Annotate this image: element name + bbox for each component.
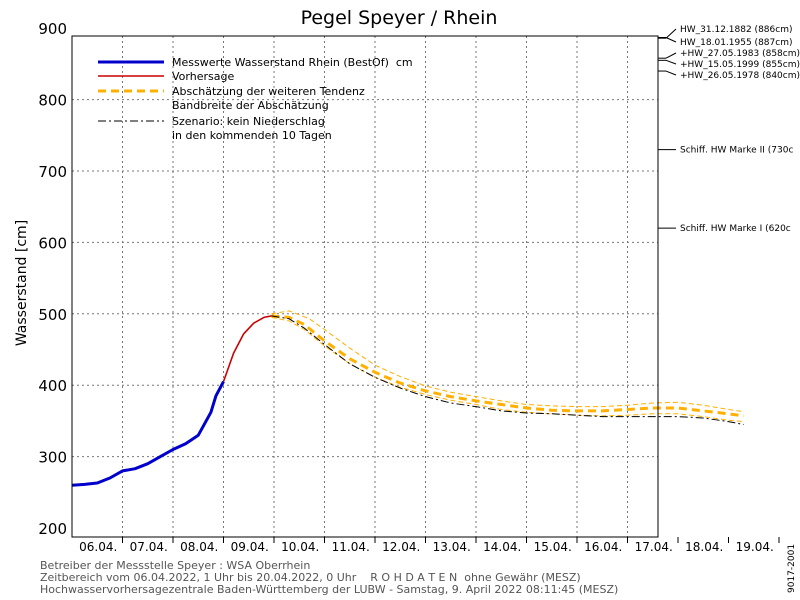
legend: Messwerte Wasserstand Rhein (BestOf) cm … (98, 56, 413, 142)
series-trend (271, 314, 744, 418)
x-tick-label: 16.04. (584, 540, 622, 554)
legend-scenario-line1: Szenario: kein Niederschlag (172, 115, 325, 128)
legend-scenario-line2: in den kommenden 10 Tagen (172, 129, 332, 142)
y-tick-label: 400 (38, 377, 67, 395)
x-tick-label: 11.04. (332, 540, 370, 554)
series-measured (71, 380, 225, 487)
footer: Betreiber der Messstelle Speyer : WSA Ob… (40, 544, 797, 596)
y-tick-label: 300 (38, 449, 67, 467)
reference-label: Schiff. HW Marke II (730c (680, 146, 793, 156)
x-tick-label: 17.04. (635, 540, 673, 554)
legend-trend: Abschätzung der weiteren Tendenz (172, 85, 365, 98)
y-tick-label: 200 (38, 520, 67, 538)
reference-label: HW_18.01.1955 (887cm) (680, 38, 792, 48)
y-tick-label: 500 (38, 306, 67, 324)
reference-leader (665, 37, 677, 43)
footer-time-range: Zeitbereich vom 06.04.2022, 1 Uhr bis 20… (40, 571, 581, 584)
series-scenario (271, 315, 744, 425)
legend-forecast: Vorhersage (172, 70, 234, 83)
x-tick-label: 10.04. (281, 540, 319, 554)
y-axis-label: Wasserstand [cm] (14, 220, 30, 346)
series-forecast (222, 315, 272, 382)
x-tick-label: 08.04. (180, 540, 218, 554)
plot-area-frame (71, 35, 659, 538)
series-layer (71, 310, 744, 487)
reference-marks: HW_31.12.1882 (886cm) HW_18.01.1955 (887c… (658, 25, 800, 234)
y-axis-ticks: 200 300 400 500 600 700 800 900 (38, 20, 67, 538)
y-tick-label: 900 (38, 20, 67, 38)
grid (72, 36, 658, 537)
series-band-upper (271, 310, 744, 413)
reference-label: +HW_26.05.1978 (840cm) (680, 71, 800, 81)
x-tick-label: 13.04. (433, 540, 471, 554)
x-tick-label: 18.04. (685, 540, 723, 554)
reference-leader (665, 70, 677, 76)
reference-leader (665, 28, 677, 39)
footer-center: Hochwasservorhersagezentrale Baden-Württ… (40, 583, 618, 596)
reference-leader (665, 52, 677, 59)
y-tick-label: 600 (38, 234, 67, 252)
y-tick-label: 800 (38, 92, 67, 110)
x-tick-label: 19.04. (736, 540, 774, 554)
x-tick-label: 07.04. (130, 540, 168, 554)
x-tick-label: 15.04. (534, 540, 572, 554)
x-tick-label: 14.04. (483, 540, 521, 554)
series-band-lower (271, 316, 744, 423)
x-tick-label: 12.04. (382, 540, 420, 554)
legend-band: Bandbreite der Abschätzung (172, 99, 329, 112)
legend-measured: Messwerte Wasserstand Rhein (BestOf) cm (172, 56, 413, 69)
reference-label: Schiff. HW Marke I (620c (680, 224, 791, 234)
reference-label: +HW_27.05.1983 (858cm) (680, 49, 800, 59)
x-tick-label: 09.04. (231, 540, 269, 554)
chart-title: Pegel Speyer / Rhein (301, 7, 498, 29)
x-tick-label: 06.04. (79, 540, 117, 554)
reference-label: +HW_15.05.1999 (855cm) (680, 60, 800, 70)
reference-label: HW_31.12.1882 (886cm) (680, 25, 792, 35)
y-tick-label: 700 (38, 163, 67, 181)
footer-side-code: 9017-2001 (787, 544, 797, 593)
footer-operator: Betreiber der Messstelle Speyer : WSA Ob… (40, 559, 310, 572)
reference-leader (665, 59, 677, 65)
